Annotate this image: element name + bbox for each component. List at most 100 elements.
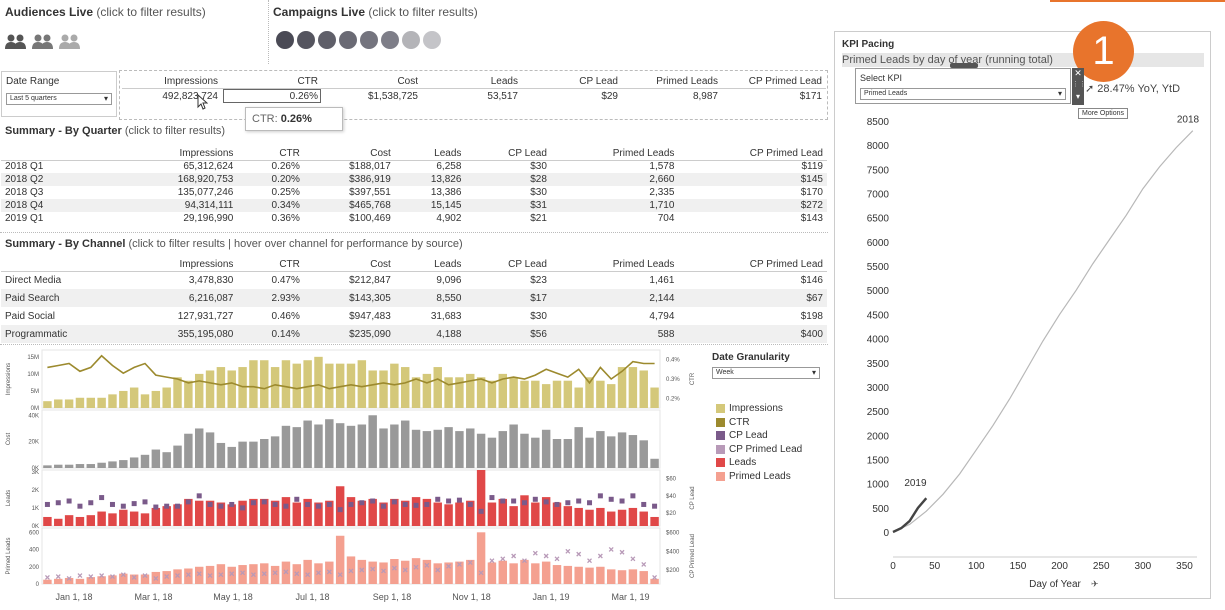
y-axis-tick: 500 [872, 504, 889, 515]
y-axis-tick: 7000 [867, 190, 890, 201]
table-row[interactable]: 2019 Q1 29,196,990 0.36% $100,469 4,902 $21 70… [1, 212, 827, 225]
kpi-value-cp-lead[interactable]: $29 [601, 90, 618, 102]
kpi-value-primed-leads[interactable]: 8,987 [692, 90, 718, 102]
channel-cell: $146 [800, 274, 823, 286]
quarter-cell[interactable]: 2018 Q4 [1, 199, 121, 212]
chart-bar [444, 427, 453, 468]
kpi-value-ctr[interactable]: 0.26% [222, 88, 322, 104]
chart-bar [335, 535, 345, 584]
campaign-dot-5[interactable] [360, 31, 378, 49]
chart-bar [119, 573, 128, 584]
chart-bar [86, 464, 96, 468]
x-axis-tick: Nov 1, 18 [452, 592, 491, 602]
select-kpi-grip [950, 63, 978, 68]
chart-bar [162, 571, 171, 584]
table-row[interactable]: 2018 Q2 168,920,753 0.20% $386,919 13,826 $28… [1, 173, 827, 186]
quarter-cell[interactable]: 2018 Q2 [1, 173, 121, 186]
chart-bar [162, 387, 171, 408]
campaign-dots [276, 31, 444, 52]
cp-primed-lead-point [391, 565, 397, 571]
date-range-select[interactable]: Last 5 quarters [6, 93, 112, 105]
cp-lead-point [44, 501, 50, 507]
kpi-value-impressions[interactable]: 492,823,724 [162, 90, 218, 102]
campaign-dot-3[interactable] [318, 31, 336, 49]
kpi-pacing-chart: 0500100015002000250030003500400045005000… [867, 115, 1200, 590]
chart-bar [184, 498, 193, 526]
table-row[interactable]: 2018 Q1 65,312,624 0.26% $188,017 6,258 $30 1,… [1, 160, 827, 173]
table-row[interactable]: 2018 Q3 135,077,246 0.25% $397,551 13,386 $30… [1, 186, 827, 199]
quarter-summary-title: Summary - By Quarter [5, 125, 122, 137]
chart-bar [487, 437, 497, 468]
chart-bar [346, 363, 356, 408]
kpi-value-leads[interactable]: 53,517 [487, 90, 518, 102]
legend-item[interactable]: Primed Leads [716, 470, 802, 484]
quarter-cell[interactable]: 2018 Q1 [5, 161, 44, 173]
campaign-dot-8[interactable] [423, 31, 441, 49]
channel-header-5: CP Lead [465, 258, 551, 272]
kpi-value-cp-primed-lead[interactable]: $171 [799, 90, 822, 102]
channel-cell[interactable]: Paid Social [5, 310, 56, 322]
campaign-dot-1[interactable] [276, 31, 294, 49]
chart-bar [270, 500, 280, 526]
date-granularity-select[interactable]: Week [712, 367, 820, 379]
cp-lead-point [381, 503, 387, 509]
legend-item[interactable]: Leads [716, 456, 802, 470]
chart-bar [498, 498, 508, 526]
quarter-cell: $143 [800, 213, 823, 224]
channel-cell[interactable]: Paid Search [1, 289, 121, 307]
channel-cell: 6,216,087 [121, 289, 238, 307]
chart-bar [227, 370, 236, 408]
channel-cell: 0.47% [271, 274, 300, 286]
x-axis-tick: 50 [929, 561, 941, 572]
cp-primed-lead-point [337, 572, 343, 578]
series-label-2018: 2018 [1177, 115, 1200, 126]
table-row[interactable]: Programmatic 355,195,080 0.14% $235,090 4,18… [1, 325, 827, 343]
cp-lead-point [66, 498, 72, 504]
chart-bar [184, 568, 193, 584]
more-options-icon[interactable]: ▾ [1075, 92, 1080, 101]
chart-bar [585, 509, 594, 526]
y-axis-tick: 1000 [867, 480, 890, 491]
chart-bar [639, 370, 648, 408]
chart-bar [86, 397, 96, 408]
quarter-cell[interactable]: 2018 Q3 [5, 187, 44, 198]
table-row[interactable]: Paid Social 127,931,727 0.46% $947,483 31,68… [1, 307, 827, 325]
campaign-dot-6[interactable] [381, 31, 399, 49]
campaign-dot-2[interactable] [297, 31, 315, 49]
kpi-value-cost[interactable]: $1,538,725 [367, 90, 418, 102]
table-row[interactable]: Paid Search 6,216,087 2.93% $143,305 8,550 $1… [1, 289, 827, 307]
campaigns-header: Campaigns Live (click to filter results) [273, 5, 478, 19]
channel-cell: 3,478,830 [188, 274, 234, 286]
table-row[interactable]: 2018 Q4 94,314,111 0.34% $465,768 15,145 $31 1… [1, 199, 827, 212]
panel-left-tick: 0M [31, 406, 39, 412]
cp-primed-lead-point [185, 572, 191, 578]
cp-lead-point [456, 497, 462, 503]
quarter-cell[interactable]: 2019 Q1 [5, 213, 44, 224]
chart-bar [75, 578, 85, 584]
channel-cell[interactable]: Programmatic [1, 325, 121, 343]
y-axis-tick: 8000 [867, 141, 890, 152]
panel-left-axis-label: Leads [6, 490, 12, 506]
cp-primed-lead-point [565, 548, 571, 554]
select-kpi-dropdown[interactable]: Primed Leads [860, 88, 1066, 100]
drag-handle-icon[interactable]: ⋮⋮ [1072, 81, 1086, 88]
y-axis-tick: 3000 [867, 383, 890, 394]
channel-summary-table: Impressions CTR Cost Leads CP Lead Primed Lea… [1, 258, 827, 343]
channel-cell[interactable]: Direct Media [5, 274, 62, 286]
close-icon[interactable]: ✕ [1074, 68, 1082, 78]
chart-bar [64, 399, 74, 408]
channel-header-4: Leads [394, 258, 466, 272]
legend-item[interactable]: CP Lead [716, 429, 802, 443]
legend-item[interactable]: CTR [716, 416, 802, 430]
cp-primed-lead-point [66, 575, 72, 581]
chart-bar [129, 511, 139, 526]
table-row[interactable]: Direct Media 3,478,830 0.47% $212,847 9,096 $… [1, 271, 827, 289]
audience-people-icons[interactable] [5, 33, 85, 51]
panel-left-tick: 400 [29, 548, 40, 554]
legend-item[interactable]: CP Primed Lead [716, 443, 802, 457]
legend-item[interactable]: Impressions [716, 402, 802, 416]
cp-primed-lead-point [77, 573, 83, 579]
campaign-dot-7[interactable] [402, 31, 420, 49]
chart-bar [455, 377, 464, 408]
campaign-dot-4[interactable] [339, 31, 357, 49]
